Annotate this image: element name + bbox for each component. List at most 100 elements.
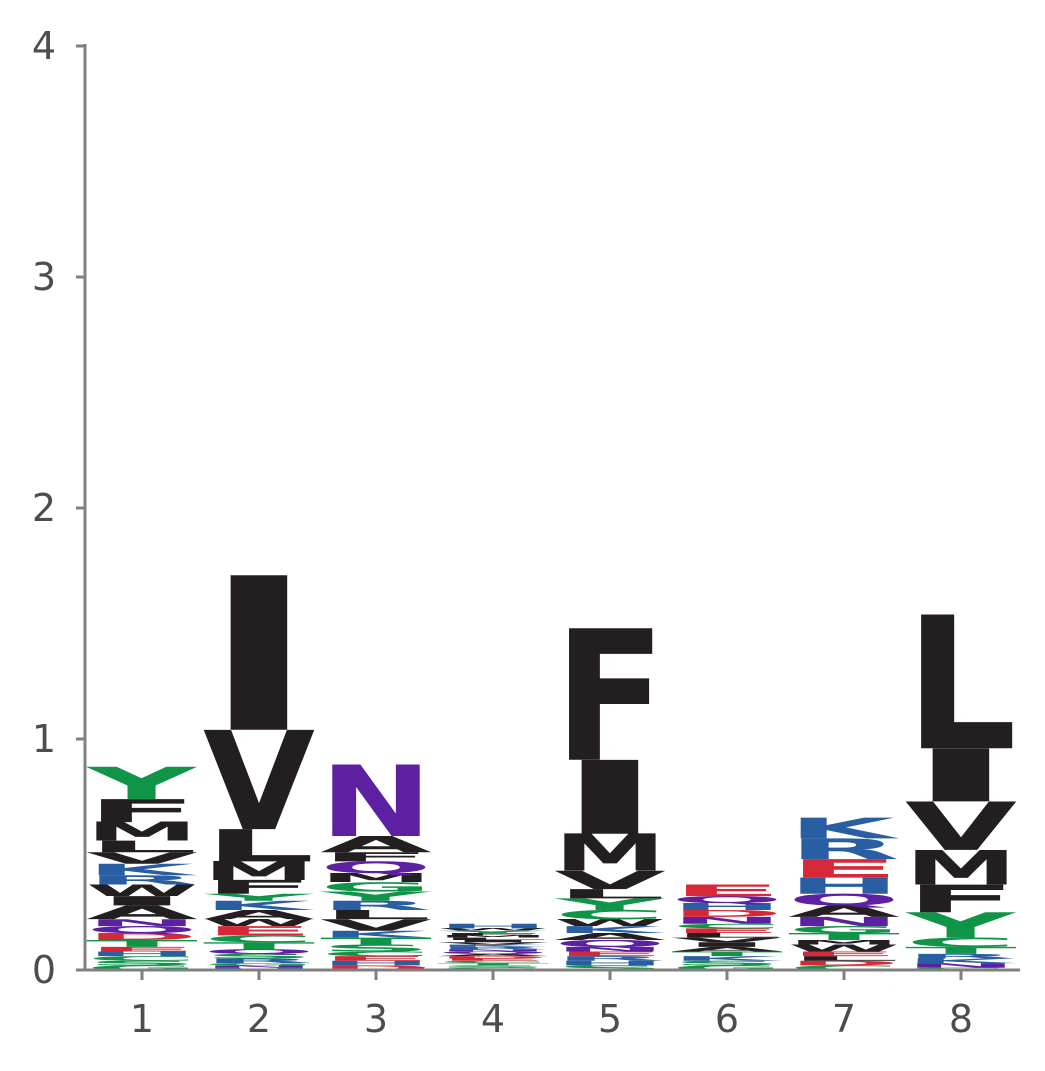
logo-letter-r: R <box>437 946 549 950</box>
logo-letter-k: K <box>437 944 549 948</box>
logo-letter-k: K <box>203 898 316 913</box>
logo-letter-l: L <box>320 907 432 922</box>
logo-letter-a: A <box>203 908 315 923</box>
logo-letter-c: C <box>437 960 549 964</box>
logo-letter-f: F <box>203 876 315 898</box>
logo-letter-v: V <box>320 916 432 934</box>
logo-letter-e: E <box>788 854 900 884</box>
logo-letter-r: R <box>905 953 1017 960</box>
logo-letter-d: D <box>320 964 432 971</box>
logo-letter-v: V <box>86 849 198 867</box>
logo-letter-m: M <box>905 841 1017 896</box>
logo-letter-y: Y <box>202 892 315 903</box>
logo-letter-y: Y <box>553 895 666 913</box>
x-tick-label: 3 <box>364 997 388 1041</box>
logo-letter-e: E <box>437 958 549 962</box>
logo-letter-i: I <box>671 941 783 948</box>
logo-letter-m: M <box>86 817 198 846</box>
logo-letter-h: H <box>554 960 666 967</box>
logo-letter-l: L <box>554 887 666 902</box>
logo-letter-q: Q <box>320 858 432 876</box>
x-tick-label: 1 <box>130 997 154 1041</box>
logo-letter-m: M <box>320 871 432 886</box>
logo-letter-m: M <box>788 939 900 946</box>
logo-letter-y: Y <box>904 905 1017 946</box>
logo-letter-v: V <box>554 866 666 895</box>
logo-letter-g: G <box>86 964 198 971</box>
logo-letter-c: C <box>905 935 1017 950</box>
y-tick-label: 4 <box>32 24 56 68</box>
logo-letter-k: K <box>905 957 1017 964</box>
logo-letter-v: V <box>671 936 783 943</box>
logo-letter-c: C <box>203 934 315 945</box>
logo-letter-i: I <box>437 939 549 943</box>
logo-letter-v: V <box>905 788 1017 865</box>
logo-letter-a: A <box>788 902 900 920</box>
y-tick-label: 2 <box>32 486 56 530</box>
logo-letter-f: F <box>437 932 549 936</box>
logo-letter-t: T <box>671 950 783 957</box>
logo-letter-i: I <box>203 533 315 780</box>
logo-letter-r: R <box>788 833 900 866</box>
logo-letter-e: E <box>320 955 432 962</box>
logo-letters: GSCHETDQNAIWRKVLMFYHNGRSQTCEWAKYFMLVIDHE… <box>85 533 1017 971</box>
logo-letter-r: R <box>86 873 198 888</box>
logo-letter-k: K <box>554 924 665 935</box>
logo-letter-w: W <box>86 882 198 900</box>
logo-letter-t: T <box>203 940 315 951</box>
logo-letter-a: A <box>86 902 198 924</box>
logo-letter-f: F <box>554 592 666 802</box>
logo-letter-d: D <box>788 959 900 966</box>
x-tick-label: 6 <box>715 997 739 1041</box>
logo-letter-t: T <box>788 931 900 942</box>
logo-letter-q: Q <box>788 891 900 909</box>
logo-letter-l: L <box>671 932 783 939</box>
logo-letter-n: N <box>203 965 315 969</box>
logo-letter-s: S <box>86 960 198 967</box>
logo-letter-a: A <box>554 931 666 942</box>
y-axis-ticks: 0 1 2 3 4 <box>32 24 86 992</box>
logo-letter-k: K <box>788 812 900 845</box>
logo-letter-g: G <box>671 964 783 971</box>
logo-letter-s: S <box>437 965 549 969</box>
x-tick-label: 4 <box>481 997 505 1041</box>
logo-letter-f: F <box>905 877 1017 921</box>
x-tick-label: 8 <box>949 997 973 1041</box>
logo-letter-y: Y <box>319 889 432 904</box>
logo-letter-i: I <box>86 894 198 909</box>
logo-letter-r: R <box>203 957 315 964</box>
logo-letter-e: E <box>203 924 315 939</box>
logo-letter-n: N <box>671 915 783 926</box>
logo-letter-c: C <box>86 955 198 962</box>
logo-letter-l: L <box>203 821 315 873</box>
logo-letter-n: N <box>437 949 549 953</box>
logo-letter-g: G <box>788 924 900 935</box>
logo-letter-a: A <box>437 953 549 957</box>
y-tick-label: 3 <box>32 255 56 299</box>
logo-letter-k: K <box>671 955 783 962</box>
x-tick-label: 7 <box>832 997 856 1041</box>
logo-letter-k: K <box>86 861 198 879</box>
logo-letter-r: R <box>554 955 666 962</box>
logo-letter-w: W <box>203 917 315 928</box>
logo-letter-t: T <box>320 936 432 947</box>
x-tick-label: 5 <box>598 997 622 1041</box>
logo-letter-w: W <box>554 917 666 928</box>
logo-letter-e: E <box>671 882 783 900</box>
logo-letter-h: H <box>437 923 549 930</box>
logo-letter-d: D <box>437 955 549 959</box>
logo-letter-m: M <box>203 857 315 886</box>
logo-letter-g: G <box>320 880 432 895</box>
logo-letter-v: V <box>203 704 315 862</box>
logo-letter-i: I <box>554 740 666 858</box>
logo-letter-c: C <box>320 950 432 957</box>
logo-letter-d: D <box>671 908 783 919</box>
logo-letter-n: N <box>905 962 1017 969</box>
logo-letter-c: C <box>554 907 666 922</box>
logo-letter-a: A <box>671 946 783 953</box>
logo-letter-a: A <box>320 832 432 858</box>
logo-letter-c: C <box>671 923 783 930</box>
logo-letter-s: S <box>554 964 666 971</box>
logo-letter-y: Y <box>436 930 549 934</box>
